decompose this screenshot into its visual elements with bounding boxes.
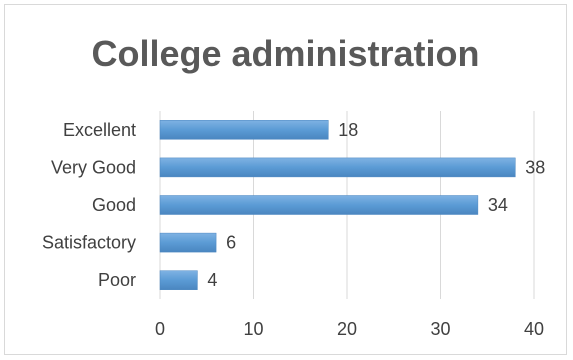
bar-good [159,195,479,215]
chart-frame: College administration [4,4,567,355]
category-label-excellent: Excellent [63,120,136,140]
bar-very-good [159,157,516,178]
x-tick-label-30: 30 [430,319,450,339]
data-label-excellent: 18 [338,120,358,140]
category-label-poor: Poor [98,270,136,290]
chart-title: College administration [91,33,480,74]
category-label-very-good: Very Good [51,157,136,177]
x-tick-label-20: 20 [337,319,357,339]
x-tick-label-10: 10 [243,319,263,339]
bar-poor [159,270,198,290]
category-label-satisfactory: Satisfactory [42,233,136,253]
data-label-satisfactory: 6 [226,233,236,253]
data-label-poor: 4 [207,270,217,290]
bar-satisfactory [159,232,217,253]
x-tick-label-0: 0 [155,319,165,339]
bar-excellent [159,120,329,140]
category-label-good: Good [92,195,136,215]
data-label-good: 34 [488,195,508,215]
data-label-very-good: 38 [525,157,545,177]
x-tick-label-40: 40 [524,319,544,339]
